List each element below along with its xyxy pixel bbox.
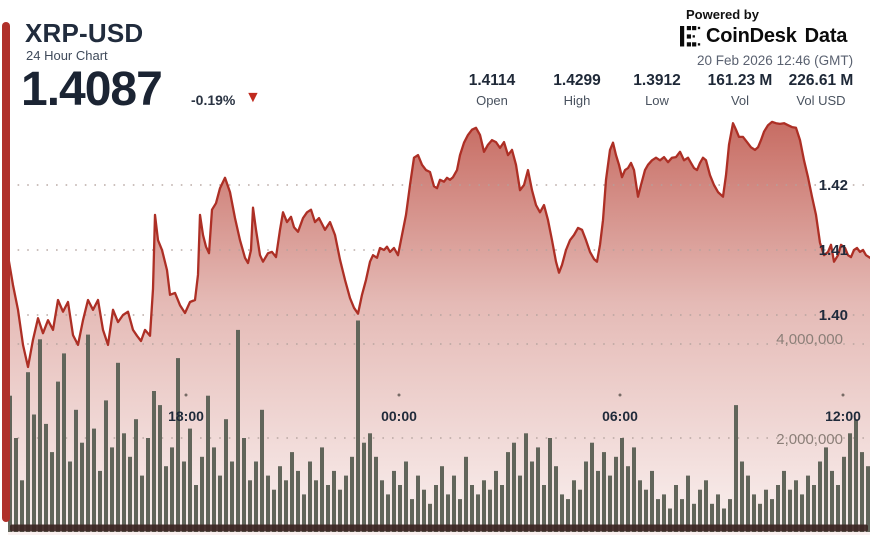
price-change-percent: -0.19% [191,92,236,108]
open-value: 1.4114 [468,72,516,89]
volume-axis-tick-4m: 4,000,000 [776,331,843,348]
vol-value: 161.23 M [707,72,773,89]
open-label: Open [476,93,508,108]
left-accent-bar [2,22,10,522]
low-label: Low [645,93,669,108]
stat-high: 1.4299 High [529,72,625,108]
stat-vol-usd: 226.61 M Vol USD [773,72,869,108]
coindesk-data-logo[interactable]: CoinDesk Data [680,25,847,48]
brand-suffix: Data [804,25,848,47]
powered-by-label: Powered by [686,7,759,22]
symbol-title: XRP-USD [25,18,144,48]
time-axis-tick-0600: 06:00 [602,408,638,424]
time-axis-tick-1200: 12:00 [825,408,861,424]
vol-usd-value: 226.61 M [788,72,854,89]
brand-name: CoinDesk [706,25,797,47]
volume-axis-tick-2m: 2,000,000 [776,431,843,448]
stat-open: 1.4114 Open [444,72,540,108]
down-triangle-icon: ▼ [245,89,261,106]
high-value: 1.4299 [553,72,601,89]
chart-interval-subtitle: 24 Hour Chart [26,48,108,63]
last-price: 1.4087 [21,63,163,116]
vol-usd-label: Vol USD [796,93,846,108]
vol-label: Vol [730,93,750,108]
time-axis-tick-1800: 18:00 [168,408,204,424]
high-label: High [563,93,591,108]
quote-timestamp: 20 Feb 2026 12:46 (GMT) [697,53,854,68]
price-axis-tick-140: 1.40 [818,307,848,324]
price-axis-tick-141: 1.41 [818,242,848,259]
low-value: 1.3912 [633,72,681,89]
time-axis-tick-0000: 00:00 [381,408,417,424]
stat-low: 1.3912 Low [609,72,705,108]
stat-vol: 161.23 M Vol [692,72,788,108]
price-axis-tick-142: 1.42 [818,177,848,194]
coindesk-logo-icon [680,26,701,47]
